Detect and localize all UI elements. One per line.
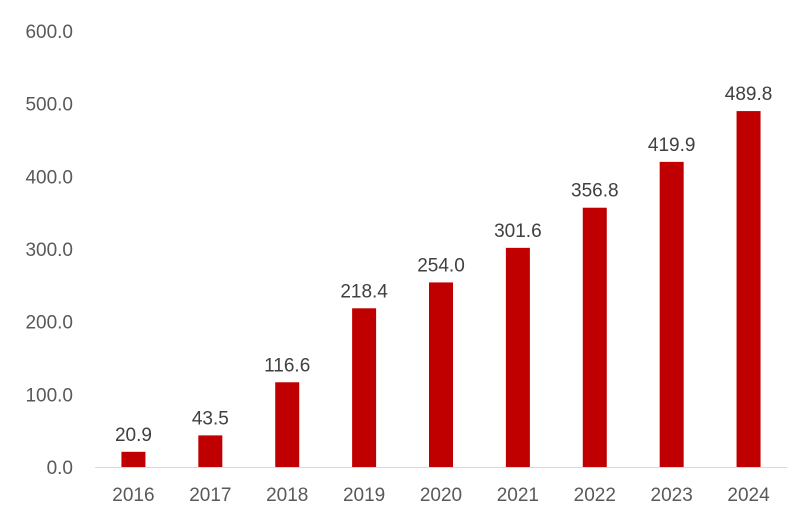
y-tick-label: 0.0 (47, 458, 73, 479)
data-label: 419.9 (648, 135, 696, 156)
bar (275, 382, 300, 467)
x-tick-label: 2022 (574, 485, 616, 506)
data-label: 20.9 (115, 425, 152, 446)
x-tick-label: 2018 (266, 485, 308, 506)
x-tick-label: 2019 (343, 485, 385, 506)
bar (352, 308, 377, 467)
bar (505, 247, 530, 467)
x-tick-label: 2020 (420, 485, 462, 506)
y-tick-label: 600.0 (25, 22, 73, 43)
y-tick-label: 100.0 (25, 385, 73, 406)
x-tick-label: 2017 (189, 485, 231, 506)
y-tick-label: 200.0 (25, 313, 73, 334)
value-labels: 20.9 43.5 116.6 218.4 254.0 301.6 356.8 419.9 48… (115, 84, 772, 446)
bar-series (121, 111, 761, 467)
bar (582, 207, 607, 467)
x-axis: 2016 2017 2018 2019 2020 2021 2022 2023 2024 (112, 485, 770, 506)
data-label: 301.6 (494, 221, 542, 242)
y-tick-label: 300.0 (25, 240, 73, 261)
bar (198, 435, 223, 467)
data-label: 43.5 (192, 408, 229, 429)
bar (736, 111, 761, 467)
data-label: 218.4 (340, 281, 388, 302)
bar (429, 282, 453, 467)
data-label: 356.8 (571, 181, 619, 202)
x-tick-label: 2021 (497, 485, 539, 506)
y-tick-label: 500.0 (25, 95, 73, 116)
x-tick-label: 2024 (727, 485, 770, 506)
data-label: 489.8 (725, 84, 773, 105)
data-label: 254.0 (417, 255, 465, 276)
y-axis: 0.0 100.0 200.0 300.0 400.0 500.0 600.0 (25, 22, 73, 479)
bar (121, 451, 146, 467)
bar (659, 161, 684, 467)
x-tick-label: 2016 (112, 485, 154, 506)
y-tick-label: 400.0 (25, 167, 73, 188)
x-tick-label: 2023 (651, 485, 693, 506)
data-label: 116.6 (264, 355, 310, 376)
